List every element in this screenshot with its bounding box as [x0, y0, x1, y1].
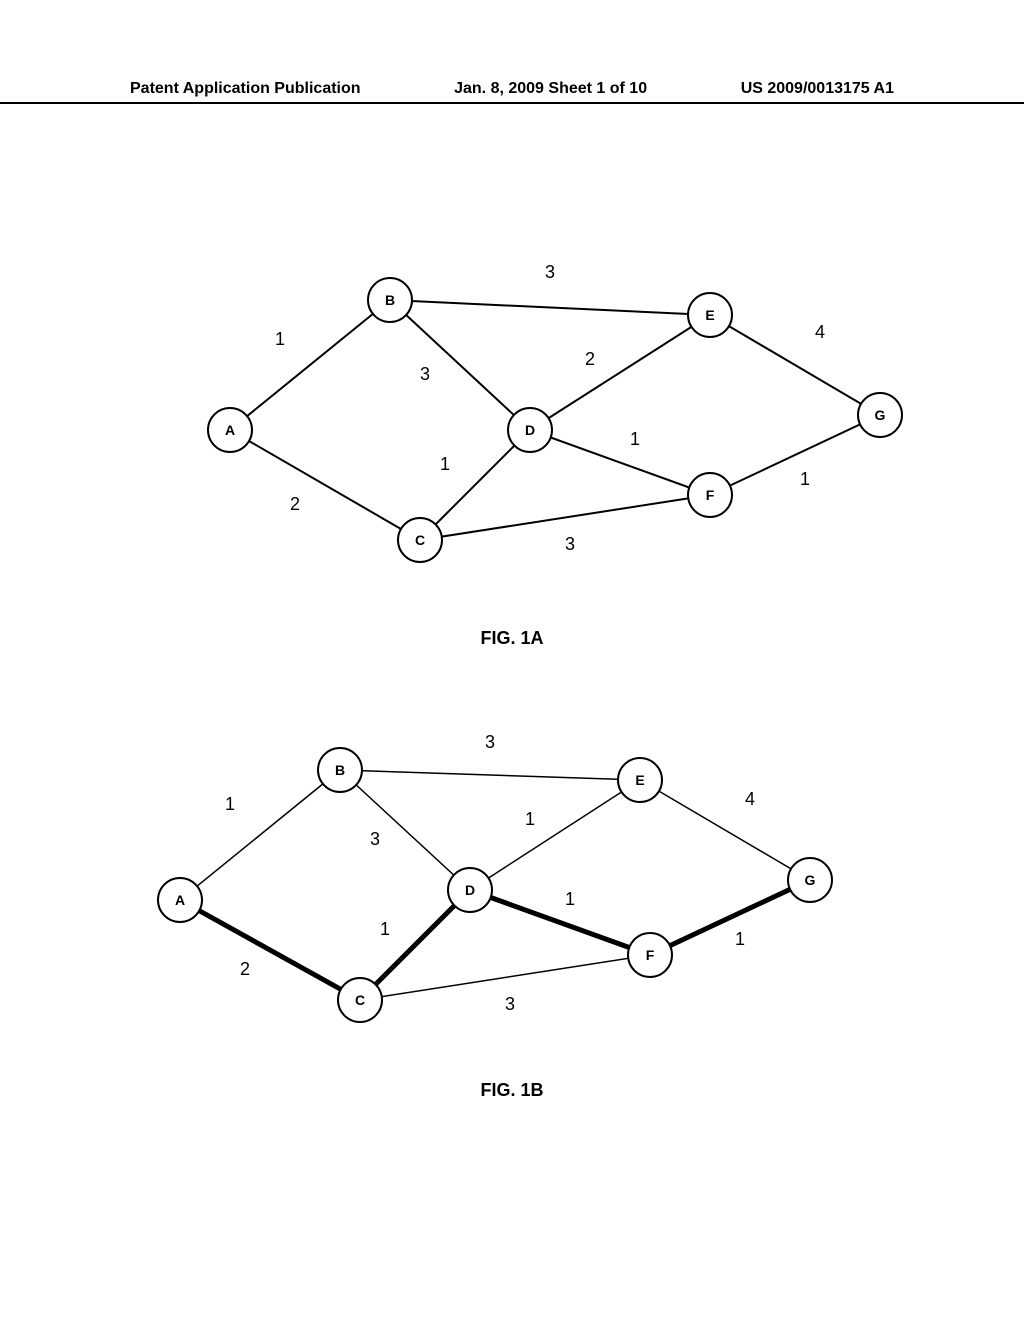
edge-weight-D-E: 2: [585, 349, 595, 369]
edge-D-E: [530, 315, 710, 430]
node-label-D: D: [465, 882, 475, 898]
figure-1a-graph: 1 2 3 3 1 3 2 1 4 1 A B C D E F G: [170, 230, 930, 590]
node-label-C: C: [355, 992, 365, 1008]
edge-B-E: [340, 770, 640, 780]
figure-1b-graph: 1 2 3 3 1 3 1 1 4 1 A B C D E F G: [130, 710, 890, 1050]
node-label-F: F: [706, 487, 715, 503]
page-header: Patent Application Publication Jan. 8, 2…: [0, 80, 1024, 104]
node-label-E: E: [705, 307, 714, 323]
edge-A-B: [230, 300, 390, 430]
edge-weight-D-F: 1: [630, 429, 640, 449]
edge-B-D: [340, 770, 470, 890]
figure-1b-caption: FIG. 1B: [0, 1080, 1024, 1101]
edge-F-G: [650, 880, 810, 955]
edge-weight-E-G: 4: [815, 322, 825, 342]
edge-F-G: [710, 415, 880, 495]
edge-E-G: [710, 315, 880, 415]
node-label-G: G: [875, 407, 886, 423]
node-label-C: C: [415, 532, 425, 548]
edge-C-D: [420, 430, 530, 540]
edge-weight-B-D: 3: [420, 364, 430, 384]
edge-weight-A-B: 1: [225, 794, 235, 814]
edge-weight-E-G: 4: [745, 789, 755, 809]
edge-D-E: [470, 780, 640, 890]
edge-weight-C-F: 3: [565, 534, 575, 554]
edge-D-F: [530, 430, 710, 495]
edge-weight-F-G: 1: [800, 469, 810, 489]
node-label-D: D: [525, 422, 535, 438]
node-label-A: A: [175, 892, 185, 908]
node-label-A: A: [225, 422, 235, 438]
edge-weight-C-D: 1: [440, 454, 450, 474]
edge-weight-A-B: 1: [275, 329, 285, 349]
edge-weight-D-F: 1: [565, 889, 575, 909]
header-right: US 2009/0013175 A1: [741, 80, 894, 98]
node-label-F: F: [646, 947, 655, 963]
edge-A-C: [180, 900, 360, 1000]
figure-1a: 1 2 3 3 1 3 2 1 4 1 A B C D E F G: [170, 230, 930, 595]
figure-1b: 1 2 3 3 1 3 1 1 4 1 A B C D E F G: [130, 710, 890, 1055]
edge-weight-C-D: 1: [380, 919, 390, 939]
edge-weight-C-F: 3: [505, 994, 515, 1014]
page: Patent Application Publication Jan. 8, 2…: [0, 0, 1024, 1320]
edge-weight-A-C: 2: [240, 959, 250, 979]
edge-B-D: [390, 300, 530, 430]
node-label-B: B: [385, 292, 395, 308]
edge-weight-D-E: 1: [525, 809, 535, 829]
edge-weight-B-D: 3: [370, 829, 380, 849]
edge-E-G: [640, 780, 810, 880]
edge-C-D: [360, 890, 470, 1000]
edge-weight-A-C: 2: [290, 494, 300, 514]
header-center: Jan. 8, 2009 Sheet 1 of 10: [454, 80, 647, 98]
header-left: Patent Application Publication: [130, 80, 361, 98]
figure-1a-caption: FIG. 1A: [0, 628, 1024, 649]
edge-A-B: [180, 770, 340, 900]
edge-weight-B-E: 3: [545, 262, 555, 282]
edge-weight-B-E: 3: [485, 732, 495, 752]
edge-A-C: [230, 430, 420, 540]
edge-D-F: [470, 890, 650, 955]
edge-weight-F-G: 1: [735, 929, 745, 949]
node-label-E: E: [635, 772, 644, 788]
edge-B-E: [390, 300, 710, 315]
node-label-B: B: [335, 762, 345, 778]
node-label-G: G: [805, 872, 816, 888]
